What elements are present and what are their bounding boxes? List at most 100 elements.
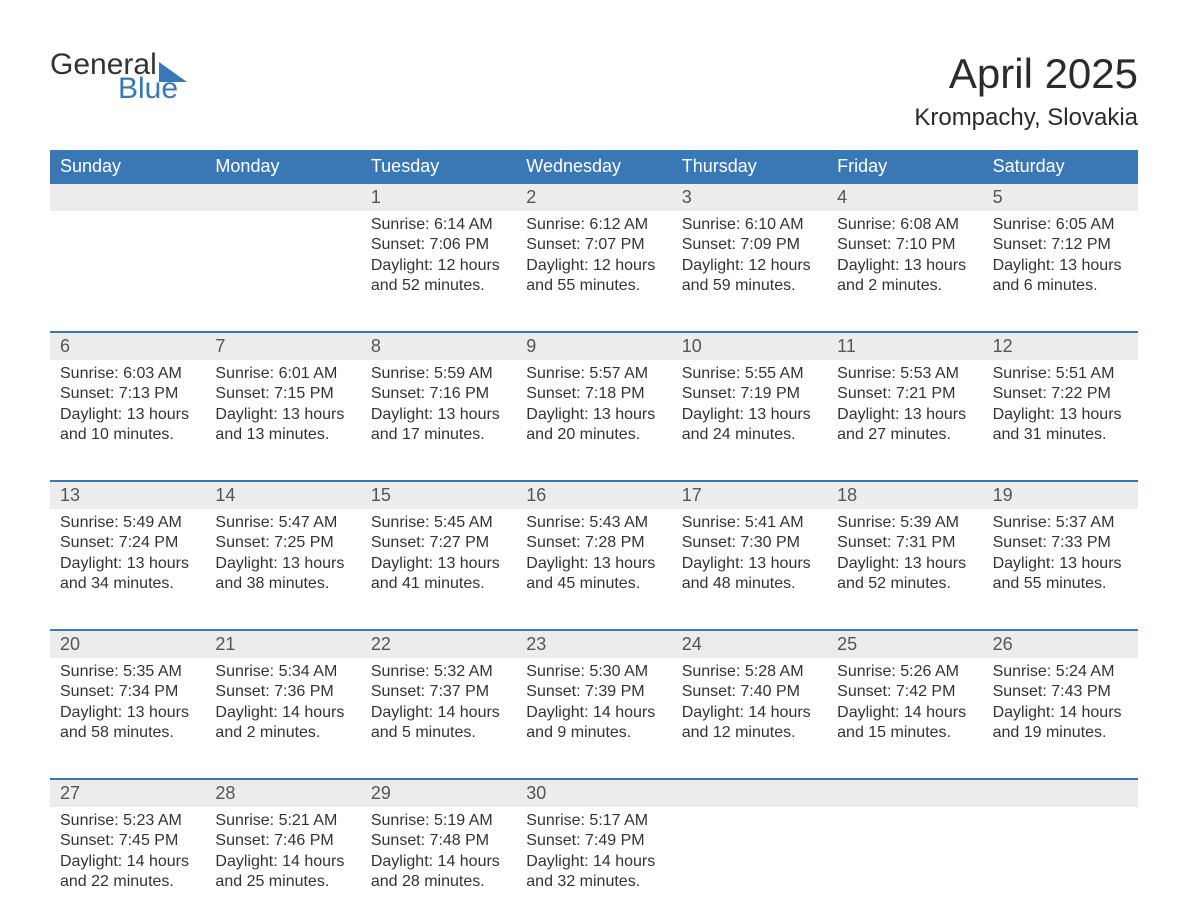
daylight-text: Daylight: 13 hours (215, 405, 350, 425)
sunrise-text: Sunrise: 5:21 AM (215, 811, 350, 831)
daylight-text: Daylight: 13 hours (60, 703, 195, 723)
day-number: 21 (205, 631, 360, 658)
calendar-cell: Sunrise: 5:41 AMSunset: 7:30 PMDaylight:… (672, 509, 827, 607)
daylight-text: Daylight: 14 hours (993, 703, 1128, 723)
day-number: 9 (516, 333, 671, 360)
daylight-text: and 25 minutes. (215, 872, 350, 892)
daynum-row: 12345 (50, 184, 1138, 211)
sunset-text: Sunset: 7:09 PM (682, 235, 817, 255)
daynum-row: 27282930 (50, 780, 1138, 807)
day-number: 15 (361, 482, 516, 509)
day-header: Saturday (983, 150, 1138, 184)
sunrise-text: Sunrise: 6:01 AM (215, 364, 350, 384)
sunrise-text: Sunrise: 5:37 AM (993, 513, 1128, 533)
sunrise-text: Sunrise: 5:30 AM (526, 662, 661, 682)
day-number: 30 (516, 780, 671, 807)
sunset-text: Sunset: 7:25 PM (215, 533, 350, 553)
sunset-text: Sunset: 7:15 PM (215, 384, 350, 404)
brand-text-blue: Blue (118, 74, 187, 104)
calendar-week: 13141516171819 Sunrise: 5:49 AM Sunset: 7:… (50, 480, 1138, 607)
calendar: Sunday Monday Tuesday Wednesday Thursday… (50, 150, 1138, 905)
calendar-cell: Sunrise: 6:10 AMSunset: 7:09 PMDaylight:… (672, 211, 827, 309)
day-number: 7 (205, 333, 360, 360)
calendar-cell: Sunrise: 6:03 AMSunset: 7:13 PMDaylight:… (50, 360, 205, 458)
sunset-text: Sunset: 7:31 PM (837, 533, 972, 553)
title-block: April 2025 Krompachy, Slovakia (914, 50, 1138, 132)
sunset-text: Sunset: 7:34 PM (60, 682, 195, 702)
day-number: 6 (50, 333, 205, 360)
calendar-cell (205, 211, 360, 309)
daylight-text: and 31 minutes. (993, 425, 1128, 445)
daylight-text: and 58 minutes. (60, 723, 195, 743)
calendar-cell: Sunrise: 5:26 AMSunset: 7:42 PMDaylight:… (827, 658, 982, 756)
sunrise-text: Sunrise: 5:35 AM (60, 662, 195, 682)
calendar-cell (983, 807, 1138, 905)
daynum-row: 13141516171819 (50, 482, 1138, 509)
sunrise-text: Sunrise: 5:47 AM (215, 513, 350, 533)
daylight-text: and 22 minutes. (60, 872, 195, 892)
calendar-cell: Sunrise: 5:37 AMSunset: 7:33 PMDaylight:… (983, 509, 1138, 607)
daylight-text: Daylight: 14 hours (837, 703, 972, 723)
sunset-text: Sunset: 7:33 PM (993, 533, 1128, 553)
daylight-text: and 17 minutes. (371, 425, 506, 445)
day-number: 19 (983, 482, 1138, 509)
daylight-text: Daylight: 13 hours (837, 405, 972, 425)
calendar-cell: Sunrise: 5:59 AMSunset: 7:16 PMDaylight:… (361, 360, 516, 458)
sunset-text: Sunset: 7:30 PM (682, 533, 817, 553)
calendar-cell: Sunrise: 6:01 AMSunset: 7:15 PMDaylight:… (205, 360, 360, 458)
daylight-text: Daylight: 14 hours (371, 703, 506, 723)
daylight-text: and 27 minutes. (837, 425, 972, 445)
daynum-row: 6789101112 (50, 333, 1138, 360)
day-number: 29 (361, 780, 516, 807)
days-header-row: Sunday Monday Tuesday Wednesday Thursday… (50, 150, 1138, 184)
sunrise-text: Sunrise: 5:39 AM (837, 513, 972, 533)
day-number: 4 (827, 184, 982, 211)
sunrise-text: Sunrise: 5:53 AM (837, 364, 972, 384)
daylight-text: and 15 minutes. (837, 723, 972, 743)
day-number: 3 (672, 184, 827, 211)
sunset-text: Sunset: 7:12 PM (993, 235, 1128, 255)
calendar-cell: Sunrise: 5:17 AMSunset: 7:49 PMDaylight:… (516, 807, 671, 905)
day-number: 26 (983, 631, 1138, 658)
daylight-text: and 41 minutes. (371, 574, 506, 594)
sunset-text: Sunset: 7:06 PM (371, 235, 506, 255)
calendar-cell: Sunrise: 5:57 AMSunset: 7:18 PMDaylight:… (516, 360, 671, 458)
sunrise-text: Sunrise: 5:26 AM (837, 662, 972, 682)
calendar-cell: Sunrise: 5:24 AMSunset: 7:43 PMDaylight:… (983, 658, 1138, 756)
daylight-text: and 32 minutes. (526, 872, 661, 892)
title-month: April 2025 (914, 50, 1138, 98)
day-header: Tuesday (361, 150, 516, 184)
calendar-week: 6789101112Sunrise: 6:03 AMSunset: 7:13 P… (50, 331, 1138, 458)
daylight-text: Daylight: 13 hours (215, 554, 350, 574)
calendar-cell: Sunrise: 6:05 AMSunset: 7:12 PMDaylight:… (983, 211, 1138, 309)
sunrise-text: Sunrise: 6:03 AM (60, 364, 195, 384)
day-header: Monday (205, 150, 360, 184)
daylight-text: and 9 minutes. (526, 723, 661, 743)
sunrise-text: Sunrise: 5:49 AM (60, 513, 195, 533)
daylight-text: Daylight: 12 hours (526, 256, 661, 276)
daylight-text: and 2 minutes. (837, 276, 972, 296)
sunset-text: Sunset: 7:07 PM (526, 235, 661, 255)
calendar-cell: Sunrise: 5:35 AMSunset: 7:34 PMDaylight:… (50, 658, 205, 756)
daylight-text: and 24 minutes. (682, 425, 817, 445)
sunset-text: Sunset: 7:36 PM (215, 682, 350, 702)
calendar-cell (827, 807, 982, 905)
day-number (672, 780, 827, 807)
title-location: Krompachy, Slovakia (914, 104, 1138, 132)
calendar-cell: Sunrise: 6:14 AMSunset: 7:06 PMDaylight:… (361, 211, 516, 309)
daylight-text: and 52 minutes. (837, 574, 972, 594)
calendar-cell: Sunrise: 5:30 AMSunset: 7:39 PMDaylight:… (516, 658, 671, 756)
daynum-row: 20212223242526 (50, 631, 1138, 658)
calendar-cell: Sunrise: 5:45 AMSunset: 7:27 PMDaylight:… (361, 509, 516, 607)
calendar-week: 20212223242526Sunrise: 5:35 AMSunset: 7:… (50, 629, 1138, 756)
daylight-text: Daylight: 14 hours (215, 852, 350, 872)
sunrise-text: Sunrise: 5:41 AM (682, 513, 817, 533)
sunset-text: Sunset: 7:40 PM (682, 682, 817, 702)
day-number: 17 (672, 482, 827, 509)
daylight-text: Daylight: 13 hours (993, 554, 1128, 574)
day-number: 25 (827, 631, 982, 658)
daylight-text: and 10 minutes. (60, 425, 195, 445)
calendar-cell: Sunrise: 5:53 AMSunset: 7:21 PMDaylight:… (827, 360, 982, 458)
sunrise-text: Sunrise: 5:34 AM (215, 662, 350, 682)
day-number: 8 (361, 333, 516, 360)
